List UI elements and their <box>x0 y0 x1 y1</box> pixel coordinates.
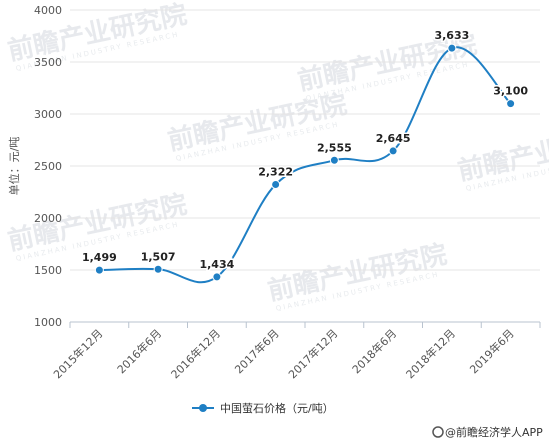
y-tick-label: 3000 <box>34 108 62 121</box>
data-point[interactable] <box>212 272 222 282</box>
y-tick-label: 2000 <box>34 212 62 225</box>
data-label: 2,555 <box>317 141 352 154</box>
x-tick-label: 2016年12月 <box>168 326 223 381</box>
legend-marker-icon <box>199 404 207 412</box>
footer: @前瞻经济学人APP <box>432 425 543 439</box>
legend[interactable]: 中国萤石价格（元/吨） <box>192 401 334 415</box>
data-label: 1,434 <box>199 258 234 271</box>
watermark-text: 前瞻产业研究院 <box>5 189 189 257</box>
x-tick-label: 2017年6月 <box>232 326 282 376</box>
data-point[interactable] <box>271 180 281 190</box>
data-labels: 1,499 1,507 1,434 2,322 2,555 2,645 3,633 3,100 <box>80 28 529 273</box>
data-point[interactable] <box>329 155 339 165</box>
series-points <box>94 43 516 282</box>
data-point[interactable] <box>388 146 398 156</box>
data-point[interactable] <box>447 43 457 53</box>
logo-icon <box>432 426 444 438</box>
x-tick-label: 2019年6月 <box>467 326 517 376</box>
y-tick-label: 4000 <box>34 4 62 17</box>
y-tick-label: 3500 <box>34 56 62 69</box>
data-point[interactable] <box>94 265 104 275</box>
x-axis-ticks: 2015年12月 2016年6月 2016年12月 2017年6月 2017年12月 20… <box>50 326 516 381</box>
data-point[interactable] <box>153 264 163 274</box>
x-tick-label: 2018年6月 <box>349 326 399 376</box>
footer-text: @前瞻经济学人APP <box>445 425 543 439</box>
y-tick-label: 1000 <box>34 316 62 329</box>
legend-label: 中国萤石价格（元/吨） <box>220 401 334 415</box>
data-label: 2,322 <box>258 166 293 179</box>
y-tick-label: 1500 <box>34 264 62 277</box>
watermark-text: 前瞻产业研究院 <box>265 239 449 307</box>
data-label: 1,507 <box>141 250 176 263</box>
x-tick-label: 2016年6月 <box>114 326 164 376</box>
data-label: 2,645 <box>376 132 411 145</box>
data-label: 3,100 <box>493 85 528 98</box>
y-axis-label: 单位：元/吨 <box>7 137 21 196</box>
data-label: 3,633 <box>434 29 469 42</box>
x-axis <box>69 321 541 328</box>
data-label: 1,499 <box>82 251 117 264</box>
y-tick-label: 2500 <box>34 160 62 173</box>
x-tick-label: 2018年12月 <box>403 326 458 381</box>
x-tick-label: 2015年12月 <box>50 326 105 381</box>
y-axis-ticks: 1000 1500 2000 2500 3000 3500 4000 <box>34 4 62 329</box>
data-point[interactable] <box>506 99 516 109</box>
x-tick-label: 2017年12月 <box>285 326 340 381</box>
